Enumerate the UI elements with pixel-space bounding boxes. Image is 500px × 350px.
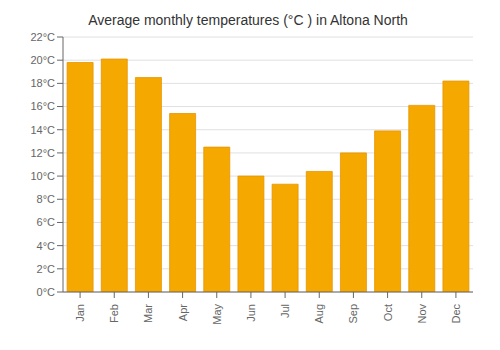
svg-text:Dec: Dec bbox=[450, 304, 462, 324]
html-text:Average monthly temperatures (: Average monthly temperatures (°C ) in Al… bbox=[88, 12, 408, 28]
svg-text:8°C: 8°C bbox=[37, 193, 56, 205]
svg-text:Nov: Nov bbox=[416, 304, 428, 324]
svg-text:Feb: Feb bbox=[108, 304, 120, 323]
svg-text:Oct: Oct bbox=[382, 304, 394, 321]
svg-text:Jan: Jan bbox=[74, 304, 86, 322]
svg-text:6°C: 6°C bbox=[37, 216, 56, 228]
svg-text:20°C: 20°C bbox=[30, 54, 55, 66]
svg-text:16°C: 16°C bbox=[30, 100, 55, 112]
svg-text:Jul: Jul bbox=[279, 304, 291, 318]
svg-text:May: May bbox=[211, 304, 223, 325]
svg-text:12°C: 12°C bbox=[30, 147, 55, 159]
svg-text:18°C: 18°C bbox=[30, 77, 55, 89]
svg-text:14°C: 14°C bbox=[30, 124, 55, 136]
svg-text:Aug: Aug bbox=[313, 304, 325, 324]
svg-text:22°C: 22°C bbox=[30, 32, 55, 43]
svg-text:2°C: 2°C bbox=[37, 263, 56, 275]
svg-text:Mar: Mar bbox=[142, 304, 154, 323]
svg-text:0°C: 0°C bbox=[37, 286, 56, 298]
svg-text:Jun: Jun bbox=[245, 304, 257, 322]
svg-text:10°C: 10°C bbox=[30, 170, 55, 182]
svg-text:Sep: Sep bbox=[347, 304, 359, 324]
svg-text:Apr: Apr bbox=[177, 304, 189, 321]
svg-text:4°C: 4°C bbox=[37, 240, 56, 252]
